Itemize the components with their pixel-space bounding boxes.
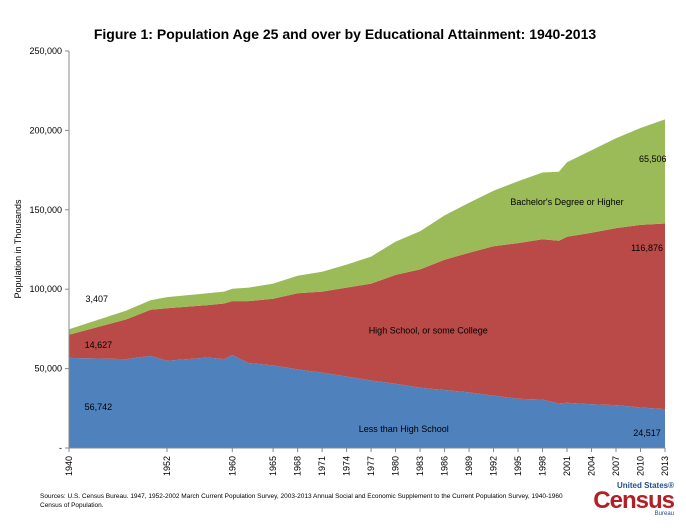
y-tick-label: 200,000	[29, 125, 62, 135]
x-tick-label: 1952	[162, 456, 172, 476]
x-tick-label: 1940	[64, 456, 74, 476]
y-tick-label: -	[59, 443, 62, 453]
area-series-1	[69, 223, 665, 410]
x-tick-label: 1980	[391, 456, 401, 476]
value-annotation: 3,407	[85, 294, 108, 304]
x-tick-label: 2004	[587, 456, 597, 476]
value-annotation: 116,876	[631, 243, 663, 253]
x-tick-label: 2001	[562, 456, 572, 476]
x-tick-label: 1998	[538, 456, 548, 476]
y-tick-label: 250,000	[29, 46, 62, 56]
x-tick-label: 2010	[636, 456, 646, 476]
x-tick-label: 1995	[513, 456, 523, 476]
area-series-2	[69, 119, 665, 335]
x-tick-label: 1992	[489, 456, 499, 476]
value-annotation: 24,517	[633, 428, 661, 438]
y-tick-label: 50,000	[34, 364, 62, 374]
logo-sub-text: Bureau	[654, 511, 674, 517]
x-tick-label: 1965	[268, 456, 278, 476]
x-tick-label: 1977	[366, 456, 376, 476]
series-label: Bachelor's Degree or Higher	[510, 197, 623, 207]
y-axis-label: Population in Thousands	[13, 199, 23, 298]
series-label: Less than High School	[359, 424, 449, 434]
sources-note: Sources: U.S. Census Bureau. 1947, 1952-…	[40, 493, 563, 509]
value-annotation: 14,627	[85, 340, 113, 350]
x-tick-label: 1971	[317, 456, 327, 476]
area-series-0	[69, 355, 665, 448]
x-tick-label: 2013	[660, 456, 670, 476]
x-tick-label: 1960	[227, 456, 237, 476]
y-tick-label: 150,000	[29, 205, 62, 215]
x-tick-label: 1986	[440, 456, 450, 476]
y-tick-label: 100,000	[29, 284, 62, 294]
logo-top-text: United States®	[616, 481, 674, 490]
census-logo: United States® Census Bureau	[593, 481, 676, 521]
value-annotation: 65,506	[639, 154, 667, 164]
x-tick-label: 1983	[415, 456, 425, 476]
value-annotation: 56,742	[85, 402, 113, 412]
x-tick-label: 2007	[611, 456, 621, 476]
logo-main-text: Census	[593, 487, 675, 514]
x-tick-label: 1968	[293, 456, 303, 476]
plot-area: - 50,000 100,000 150,000 200,000 250,000 1940 1…	[29, 46, 670, 476]
x-tick-label: 1974	[342, 456, 352, 476]
chart-title: Figure 1: Population Age 25 and over by …	[94, 26, 597, 42]
series-label: High School, or some College	[369, 326, 488, 336]
x-tick-label: 1989	[464, 456, 474, 476]
